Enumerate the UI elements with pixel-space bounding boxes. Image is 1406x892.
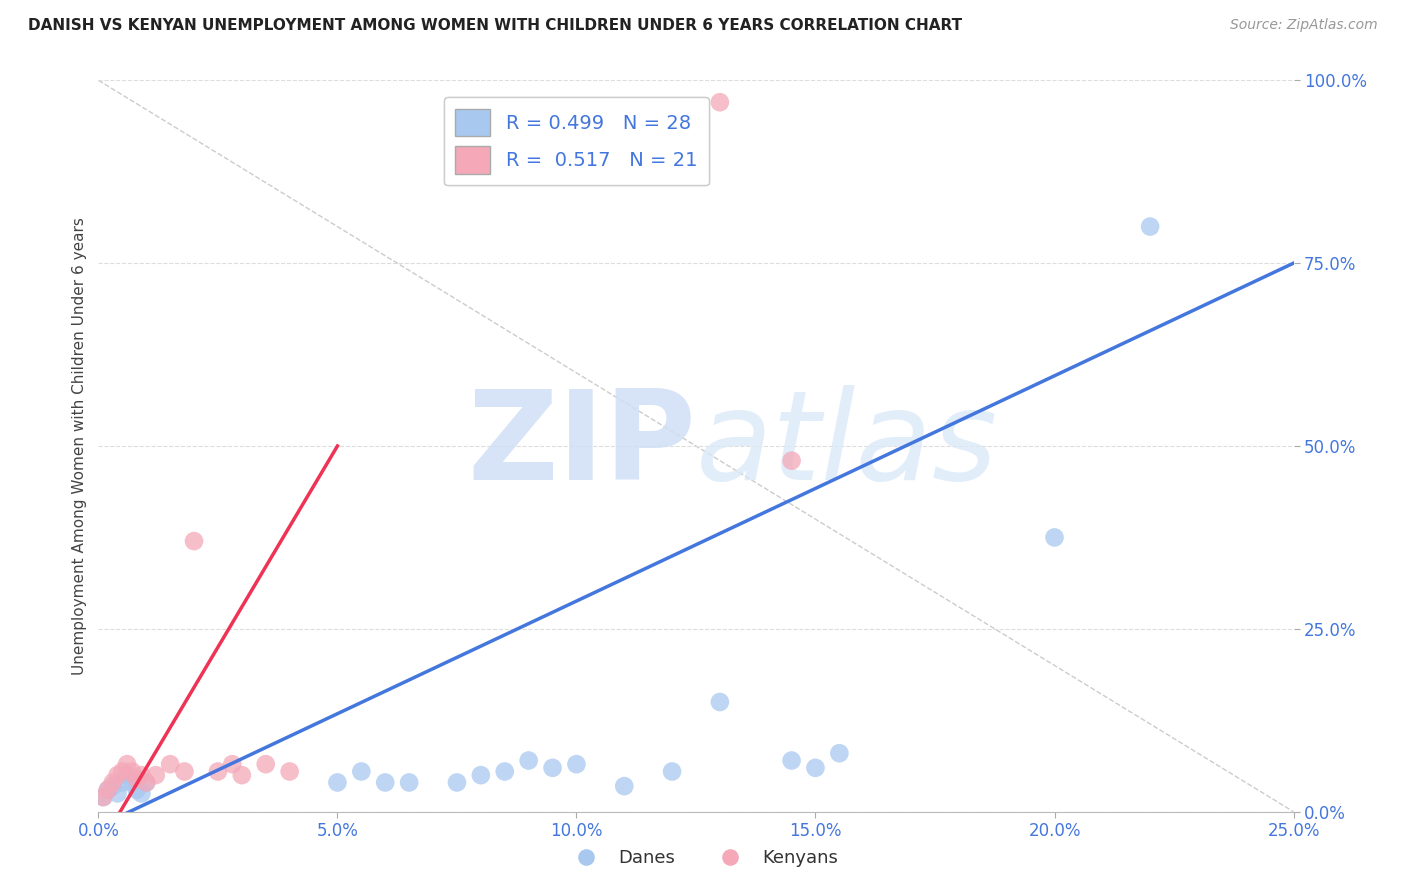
Point: [91, 790, 114, 805]
Point: [350, 764, 373, 779]
Point: [173, 764, 195, 779]
Point: [145, 768, 167, 782]
Y-axis label: Unemployment Among Women with Children Under 6 years: Unemployment Among Women with Children U…: [72, 217, 87, 675]
Point: [231, 768, 253, 782]
Text: ZIP: ZIP: [467, 385, 696, 507]
Point: [125, 772, 148, 786]
Point: [221, 757, 243, 772]
Point: [115, 768, 138, 782]
Point: [709, 695, 731, 709]
Point: [374, 775, 396, 789]
Point: [326, 775, 349, 789]
Point: [780, 754, 803, 768]
Point: [91, 790, 114, 805]
Point: [111, 775, 134, 789]
Point: [131, 787, 153, 801]
Point: [131, 768, 153, 782]
Point: [101, 775, 124, 789]
Point: [494, 764, 516, 779]
Point: [470, 768, 492, 782]
Point: [135, 775, 157, 789]
Point: [661, 764, 683, 779]
Point: [613, 779, 636, 793]
Point: [804, 761, 827, 775]
Point: [541, 761, 564, 775]
Legend: Danes, Kenyans: Danes, Kenyans: [561, 842, 845, 874]
Point: [183, 534, 205, 549]
Text: DANISH VS KENYAN UNEMPLOYMENT AMONG WOMEN WITH CHILDREN UNDER 6 YEARS CORRELATIO: DANISH VS KENYAN UNEMPLOYMENT AMONG WOME…: [28, 18, 962, 33]
Point: [398, 775, 420, 789]
Point: [115, 757, 138, 772]
Legend: R = 0.499   N = 28, R =  0.517   N = 21: R = 0.499 N = 28, R = 0.517 N = 21: [444, 97, 709, 186]
Point: [565, 757, 588, 772]
Point: [517, 754, 540, 768]
Point: [1043, 530, 1066, 544]
Point: [709, 95, 731, 110]
Point: [125, 782, 148, 797]
Point: [780, 453, 803, 467]
Text: atlas: atlas: [696, 385, 998, 507]
Point: [101, 779, 124, 793]
Point: [107, 768, 129, 782]
Point: [107, 787, 129, 801]
Point: [446, 775, 468, 789]
Point: [135, 775, 157, 789]
Point: [207, 764, 229, 779]
Point: [159, 757, 181, 772]
Point: [254, 757, 277, 772]
Point: [97, 782, 120, 797]
Text: Source: ZipAtlas.com: Source: ZipAtlas.com: [1230, 18, 1378, 32]
Point: [111, 764, 134, 779]
Point: [97, 782, 120, 797]
Point: [121, 764, 143, 779]
Point: [1139, 219, 1161, 234]
Point: [828, 746, 851, 760]
Point: [121, 775, 143, 789]
Point: [278, 764, 301, 779]
